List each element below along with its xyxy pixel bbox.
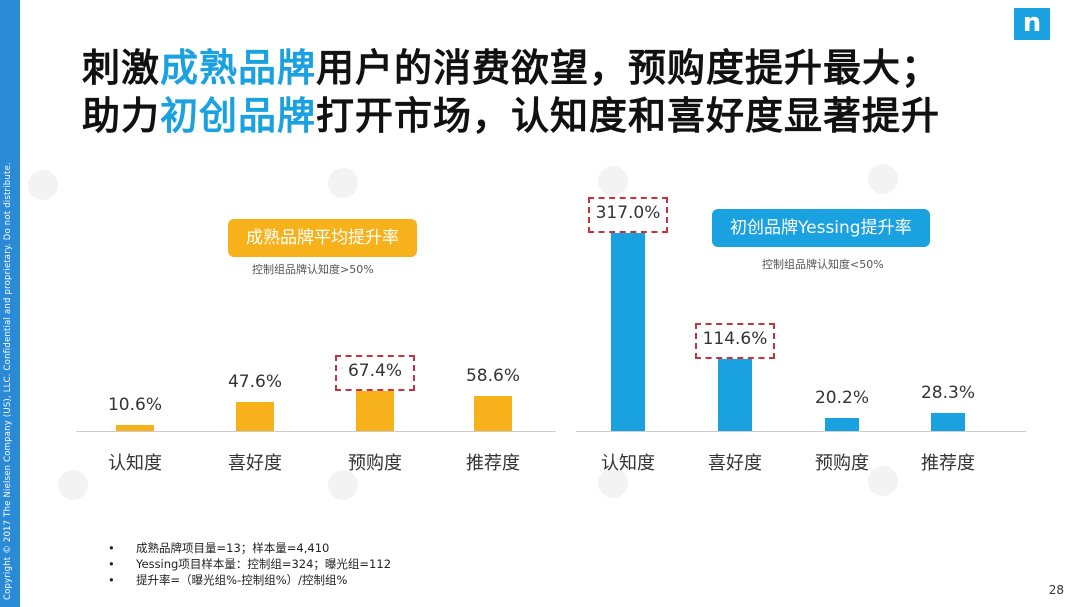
chart1-title-badge: 成熟品牌平均提升率: [228, 219, 417, 257]
watermark-icon: [328, 168, 358, 198]
chart2-title-badge: 初创品牌Yessing提升率: [712, 209, 930, 247]
watermark-icon: [598, 468, 628, 498]
title-highlight: 成熟品牌: [160, 46, 317, 90]
chart1-bar-1: [116, 424, 154, 431]
chart2-bar-1: [611, 233, 645, 431]
title-line-2: 助力初创品牌打开市场，认知度和喜好度显著提升: [82, 92, 940, 140]
chart2-category-label-3: 预购度: [815, 453, 869, 474]
chart2-value-label-4: 28.3%: [920, 383, 975, 404]
watermark-icon: [328, 470, 358, 500]
title-text: 打开市场，认知度和喜好度显著提升: [316, 94, 941, 138]
watermark-icon: [598, 166, 628, 196]
title-text: 用户的消费欲望，预购度提升最大；: [316, 46, 941, 90]
chart2-value-label-2: 114.6%: [702, 329, 768, 350]
footnote-item: • 成熟品牌项目量=13；样本量=4,410: [108, 541, 330, 555]
chart1-value-label-1: 10.6%: [107, 394, 162, 415]
chart1-category-label-1: 认知度: [108, 453, 162, 474]
footnote-item: • Yessing项目样本量：控制组=324；曝光组=112: [108, 557, 392, 571]
chart1-bar-3: [356, 390, 394, 431]
chart2-value-label-1: 317.0%: [595, 203, 661, 224]
watermark-icon: [28, 170, 58, 200]
chart1-value-label-4: 58.6%: [465, 365, 520, 386]
watermark-icon: [868, 466, 898, 496]
page-title: 刺激成熟品牌用户的消费欲望，预购度提升最大； 助力初创品牌打开市场，认知度和喜好…: [82, 44, 940, 140]
title-line-1: 刺激成熟品牌用户的消费欲望，预购度提升最大；: [82, 44, 940, 92]
chart2-value-label-3: 20.2%: [814, 388, 869, 409]
left-sidebar: Copyright © 2017 The Nielsen Company (US…: [0, 0, 20, 607]
chart2-category-label-4: 推荐度: [921, 453, 975, 474]
page-number: 28: [1048, 583, 1064, 597]
chart2-category-label-1: 认知度: [601, 453, 655, 474]
title-text: 刺激: [82, 46, 161, 90]
chart1-baseline: [76, 431, 556, 432]
chart1-category-label-3: 预购度: [348, 453, 402, 474]
title-highlight: 初创品牌: [160, 94, 317, 138]
chart1-value-label-2: 47.6%: [227, 372, 282, 393]
chart1-category-label-2: 喜好度: [228, 453, 282, 474]
footnote-item: • 提升率=（曝光组%-控制组%）/控制组%: [108, 573, 348, 587]
title-text: 助力: [82, 94, 161, 138]
chart1-value-label-3: 67.4%: [347, 360, 402, 381]
footnotes: • 成熟品牌项目量=13；样本量=4,410 • Yessing项目样本量：控制组=…: [108, 540, 391, 588]
chart2-highlight-box-2: [695, 323, 775, 360]
watermark-icon: [58, 470, 88, 500]
chart2-subtitle: 控制组品牌认知度<50%: [762, 258, 884, 271]
chart2-baseline: [576, 431, 1026, 432]
chart2-bar-4: [931, 413, 965, 431]
chart2-bar-2: [718, 359, 752, 431]
chart2-category-label-2: 喜好度: [708, 453, 762, 474]
copyright-text: Copyright © 2017 The Nielsen Company (US…: [3, 162, 13, 600]
chart1-highlight-box-3: [335, 354, 415, 391]
chart1-category-label-4: 推荐度: [466, 453, 520, 474]
chart2-highlight-box-1: [588, 197, 668, 234]
chart1-bar-4: [474, 395, 512, 431]
watermark-icon: [868, 164, 898, 194]
chart1-subtitle: 控制组品牌认知度>50%: [252, 263, 374, 276]
nielsen-logo: n: [1014, 8, 1050, 40]
chart1-bar-2: [236, 402, 274, 431]
chart2-bar-3: [825, 418, 859, 431]
